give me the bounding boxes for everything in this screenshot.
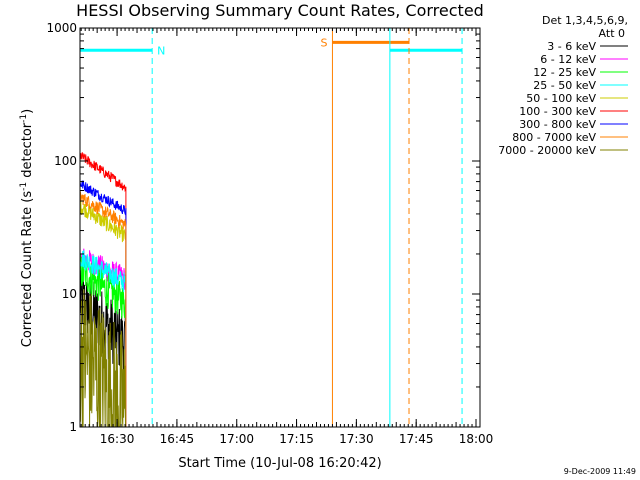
legend-label: 3 - 6 keV: [547, 40, 596, 53]
legend-label: 100 - 300 keV: [519, 105, 596, 118]
x-axis-ticks: 16:30 16:45 17:00 17:15 17:30 17:45 18:00: [80, 28, 494, 446]
legend-label: 50 - 100 keV: [526, 92, 596, 105]
flag-label: S: [320, 36, 327, 49]
x-axis-label: Start Time (10-Jul-08 16:20:42): [178, 456, 381, 471]
y-axis-ticks: 1 10 100 1000: [46, 21, 480, 434]
x-tick-label: 16:45: [160, 432, 195, 446]
x-tick-label: 17:00: [219, 432, 254, 446]
x-tick-label: 16:30: [100, 432, 135, 446]
chart-title: HESSI Observing Summary Count Rates, Cor…: [76, 1, 484, 20]
y-tick-label: 1: [69, 420, 77, 434]
series-layer: [79, 152, 127, 428]
legend-header-attenuator: Att 0: [599, 27, 625, 40]
legend-label: 800 - 7000 keV: [512, 131, 596, 144]
series-line: [79, 152, 127, 427]
vertical-lines-layer: [151, 28, 463, 427]
legend-label: 300 - 800 keV: [519, 118, 596, 131]
y-tick-label: 100: [54, 154, 77, 168]
series-line: [79, 250, 127, 427]
flags-layer: NS: [80, 36, 463, 57]
flag-label: N: [157, 44, 165, 57]
legend-header-detectors: Det 1,3,4,5,6,9,: [542, 14, 628, 27]
x-tick-label: 17:30: [339, 432, 374, 446]
legend-label: 12 - 25 keV: [533, 66, 596, 79]
y-tick-label: 10: [62, 287, 77, 301]
timestamp: 9-Dec-2009 11:49: [564, 467, 636, 476]
x-tick-label: 17:45: [399, 432, 434, 446]
y-axis-label: Corrected Count Rate (s-1 detector-1): [19, 109, 35, 347]
series-line: [79, 180, 127, 427]
x-tick-label: 18:00: [459, 432, 494, 446]
series-line: [79, 253, 127, 427]
series-line: [79, 190, 127, 427]
plot-frame: [79, 27, 481, 428]
y-tick-label: 1000: [46, 21, 77, 35]
legend-label: 7000 - 20000 keV: [498, 144, 596, 157]
legend-label: 25 - 50 keV: [533, 79, 596, 92]
legend-label: 6 - 12 keV: [540, 53, 596, 66]
x-tick-label: 17:15: [279, 432, 314, 446]
